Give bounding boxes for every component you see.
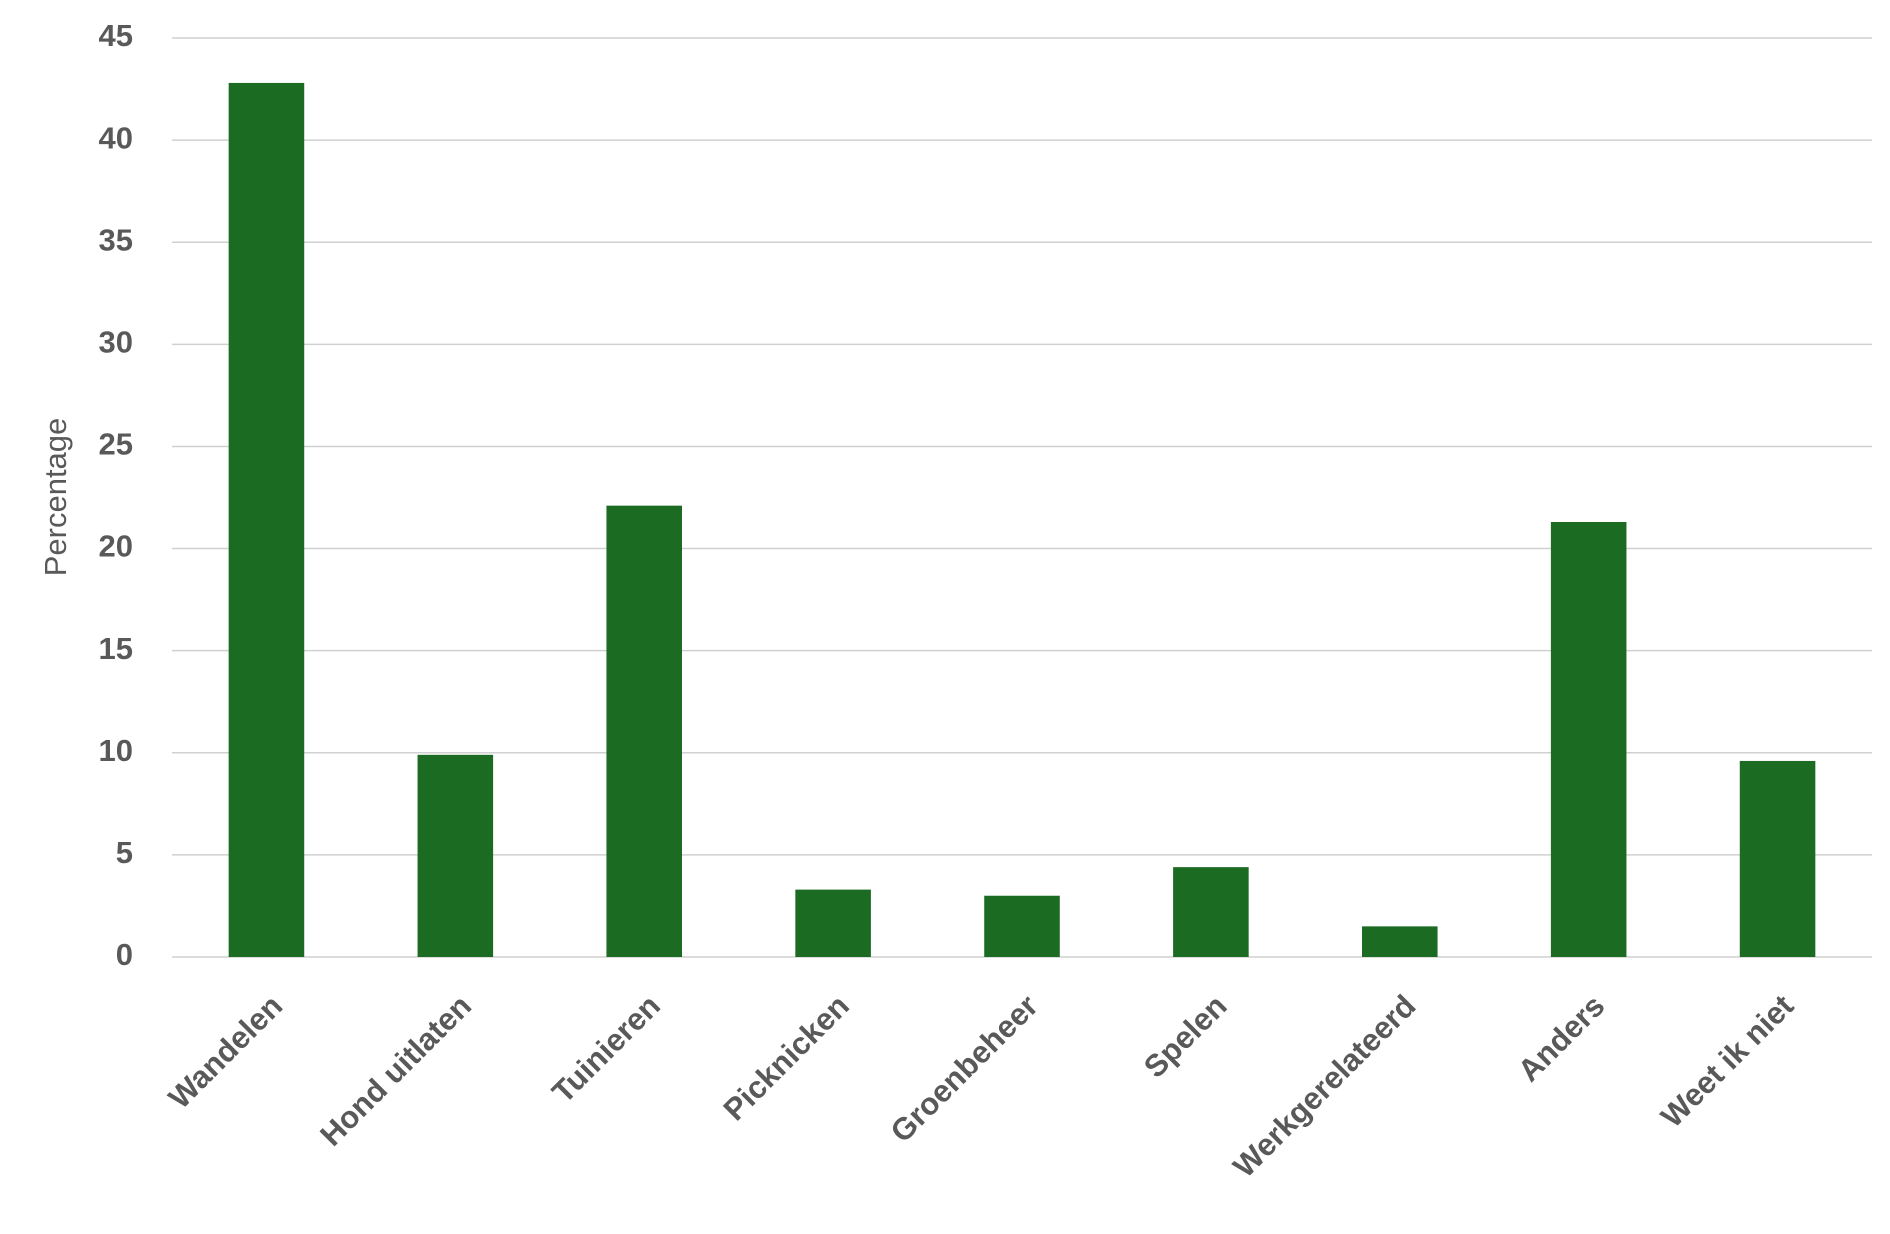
y-tick-label: 30 [99, 325, 133, 360]
x-tick-label: Spelen [1137, 988, 1234, 1085]
bar [984, 895, 1060, 957]
x-tick-label: Weet ik niet [1654, 988, 1800, 1134]
y-axis-label: Percentage [38, 418, 73, 577]
x-tick-label: Hond uitlaten [313, 988, 478, 1153]
x-tick-label: Picknicken [717, 988, 856, 1127]
y-tick-label: 35 [99, 222, 133, 257]
y-tick-label: 10 [99, 733, 133, 768]
bar [1362, 926, 1438, 957]
y-tick-label: 5 [116, 835, 133, 870]
bar [417, 754, 494, 957]
y-tick-label: 45 [99, 18, 133, 53]
y-tick-label: 25 [99, 427, 133, 462]
x-tick-label: Tuinieren [545, 988, 667, 1110]
bar [1739, 760, 1816, 957]
bar [795, 889, 871, 957]
x-tick-label: Groenbeheer [884, 988, 1045, 1149]
x-tick-label: Wandelen [162, 988, 289, 1115]
bar [228, 82, 305, 957]
x-tick-label: Anders [1511, 988, 1611, 1088]
y-tick-label: 40 [99, 120, 133, 155]
bar [1550, 522, 1627, 957]
y-tick-label: 0 [116, 937, 133, 972]
y-tick-label: 20 [99, 529, 133, 564]
y-tick-label: 15 [99, 631, 133, 666]
x-tick-label: Werkgerelateerd [1226, 988, 1422, 1184]
bar [1173, 867, 1249, 957]
bar [606, 505, 682, 957]
